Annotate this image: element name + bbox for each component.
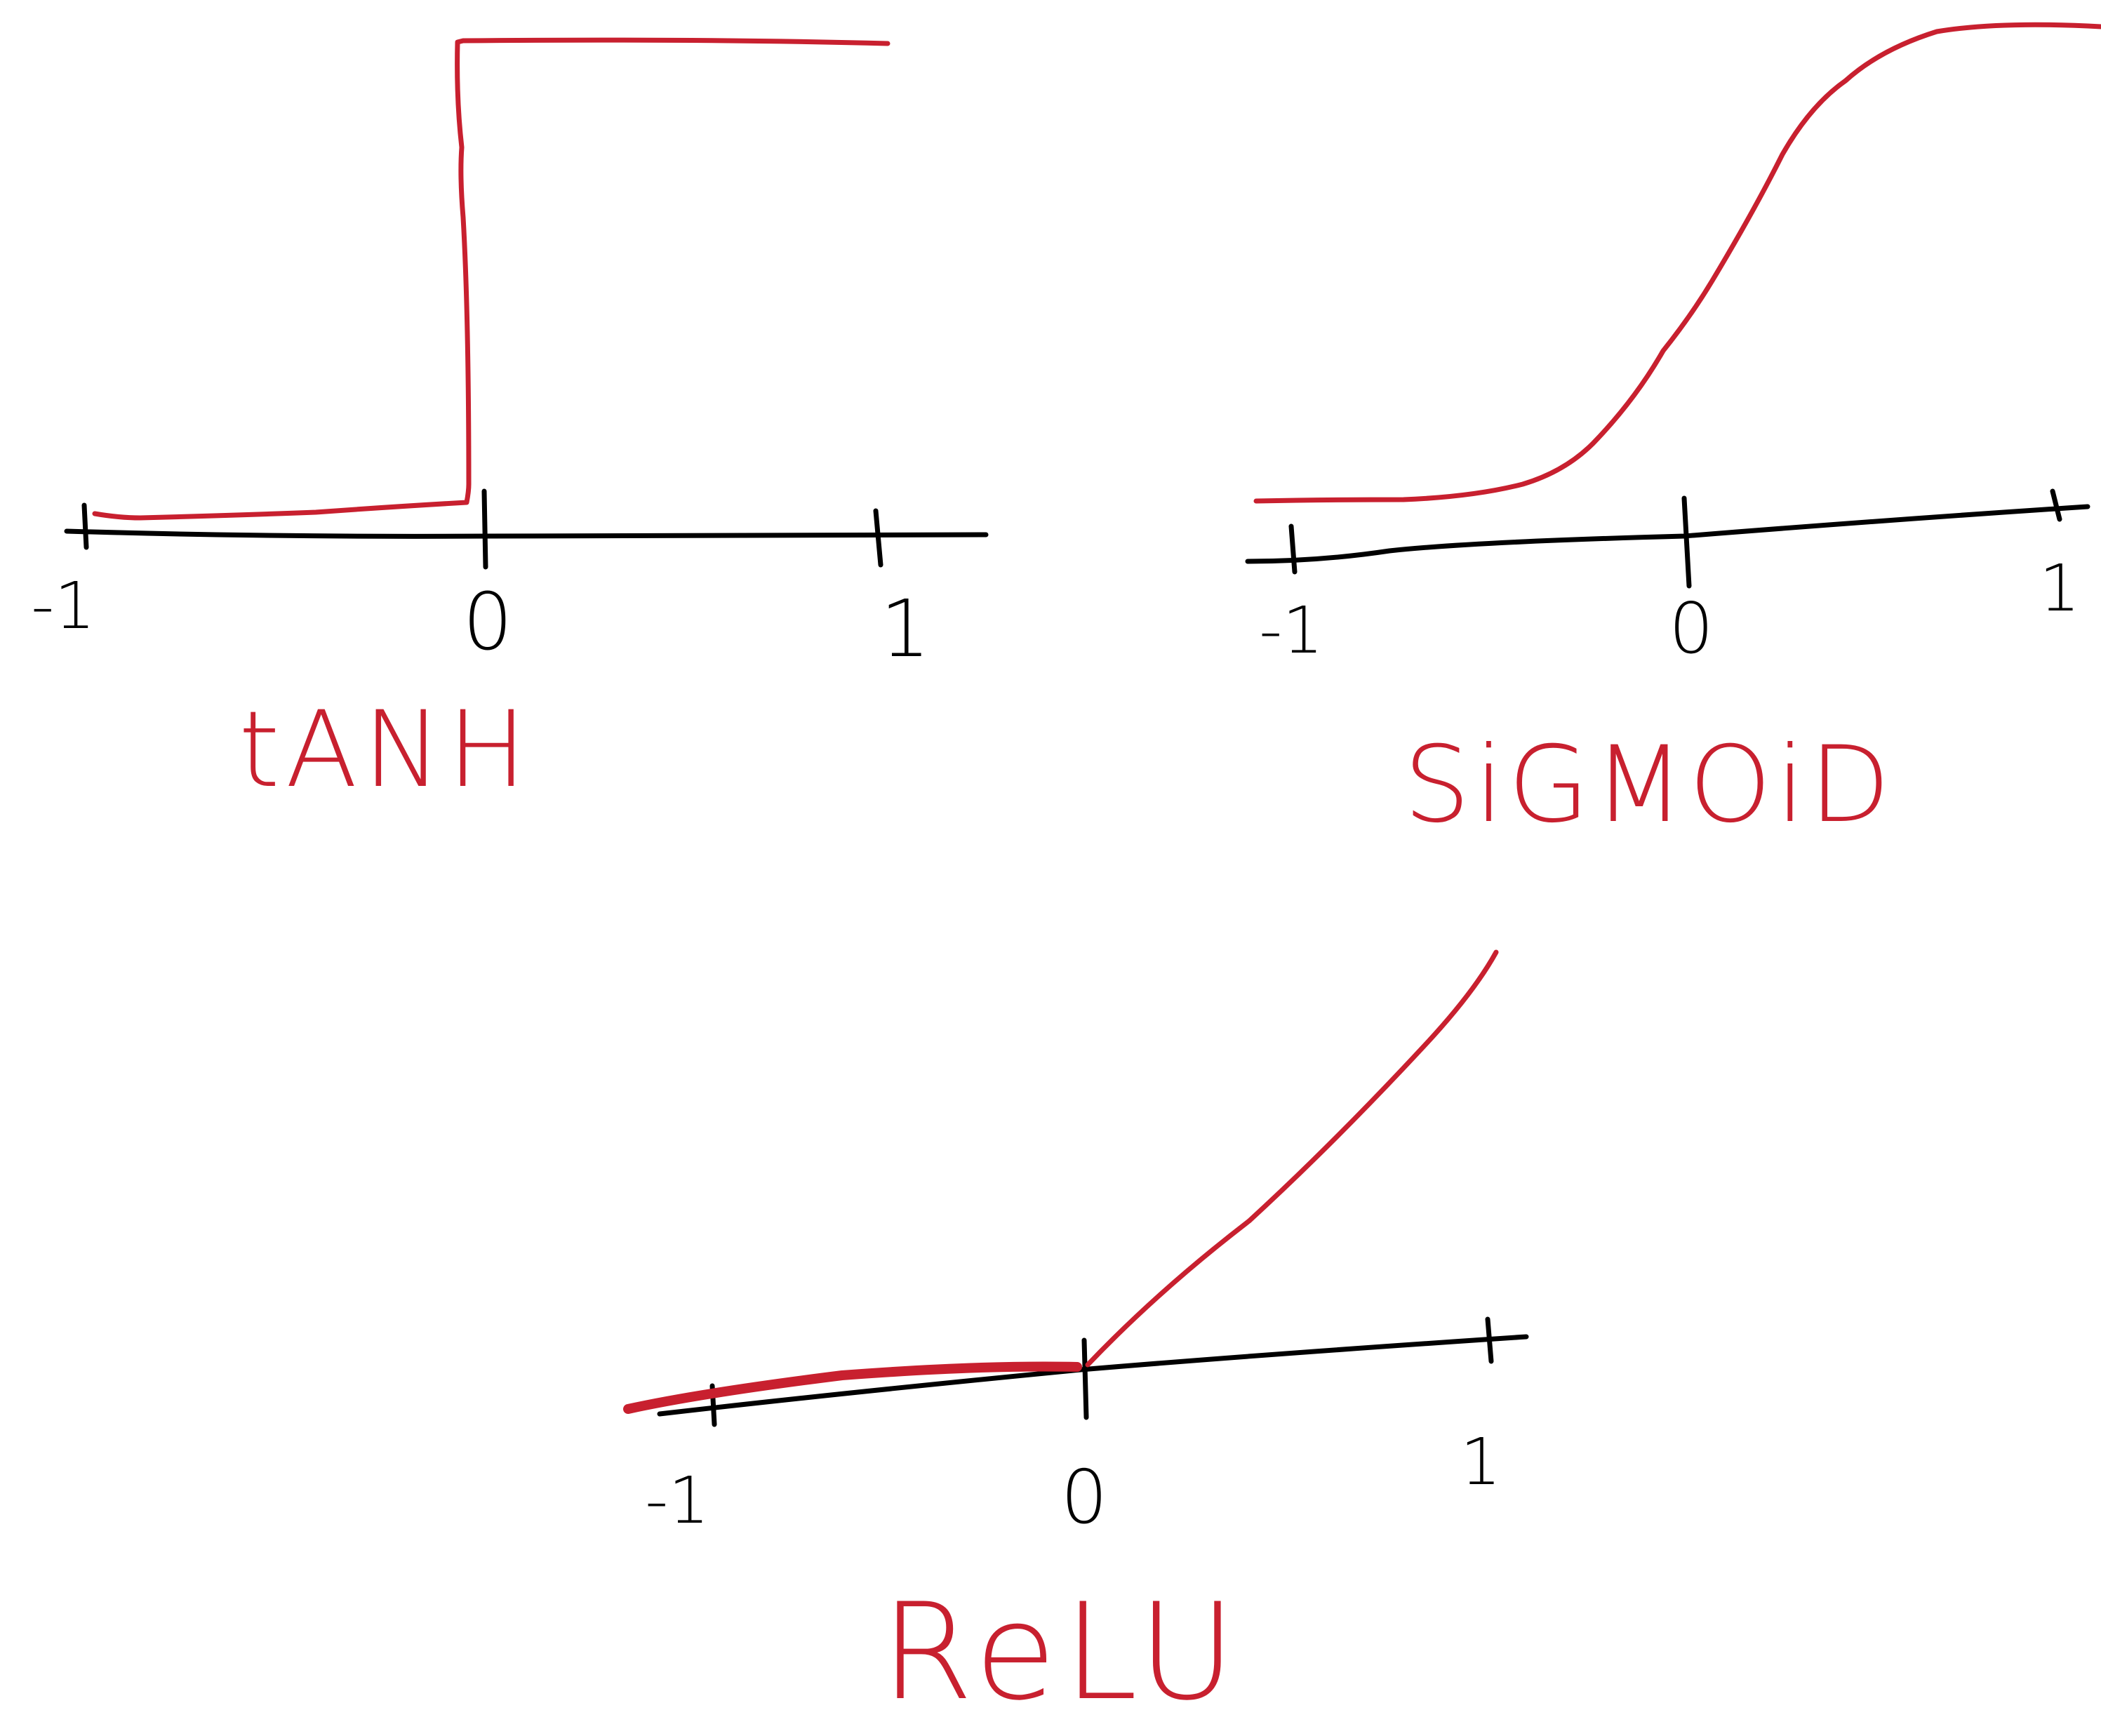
tanh-x-axis — [64, 528, 989, 539]
relu-curve-left — [623, 1361, 1082, 1414]
relu-x-axis — [657, 1334, 1529, 1417]
relu-tick-label-neg1: -1 — [645, 1463, 709, 1538]
tanh-tick-label-0: 0 — [462, 577, 512, 668]
sigmoid-tick-0 — [1681, 495, 1692, 589]
sigmoid-tick-label-0: 0 — [1669, 587, 1714, 669]
tanh-tick-1 — [873, 508, 883, 568]
relu-plot: -1 0 1 ReLU — [623, 949, 1529, 1730]
tanh-tick-neg1 — [81, 502, 89, 550]
relu-tick-label-0: 0 — [1061, 1455, 1108, 1540]
tanh-tick-label-1: 1 — [880, 584, 930, 675]
relu-tick-label-1: 1 — [1460, 1424, 1502, 1500]
tanh-curve — [92, 37, 891, 521]
sigmoid-title: SiGMOiD — [1403, 724, 1895, 846]
tanh-tick-label-neg1: -1 — [31, 568, 95, 643]
sigmoid-tick-neg1 — [1288, 523, 1298, 575]
tanh-plot: -1 0 1 tANH — [31, 37, 989, 811]
tanh-title: tANH — [239, 689, 532, 811]
sigmoid-x-axis — [1245, 504, 2090, 564]
sigmoid-curve — [1253, 22, 2101, 504]
relu-tick-1 — [1485, 1316, 1494, 1364]
relu-tick-0 — [1081, 1337, 1089, 1420]
sigmoid-tick-1 — [2050, 488, 2062, 522]
sigmoid-tick-label-neg1: -1 — [1259, 593, 1323, 668]
sigmoid-tick-label-1: 1 — [2039, 551, 2081, 626]
relu-curve-right — [1085, 949, 1499, 1368]
relu-title: ReLU — [881, 1575, 1243, 1730]
sigmoid-plot: -1 0 1 SiGMOiD — [1245, 22, 2101, 846]
tanh-tick-0 — [481, 488, 488, 570]
